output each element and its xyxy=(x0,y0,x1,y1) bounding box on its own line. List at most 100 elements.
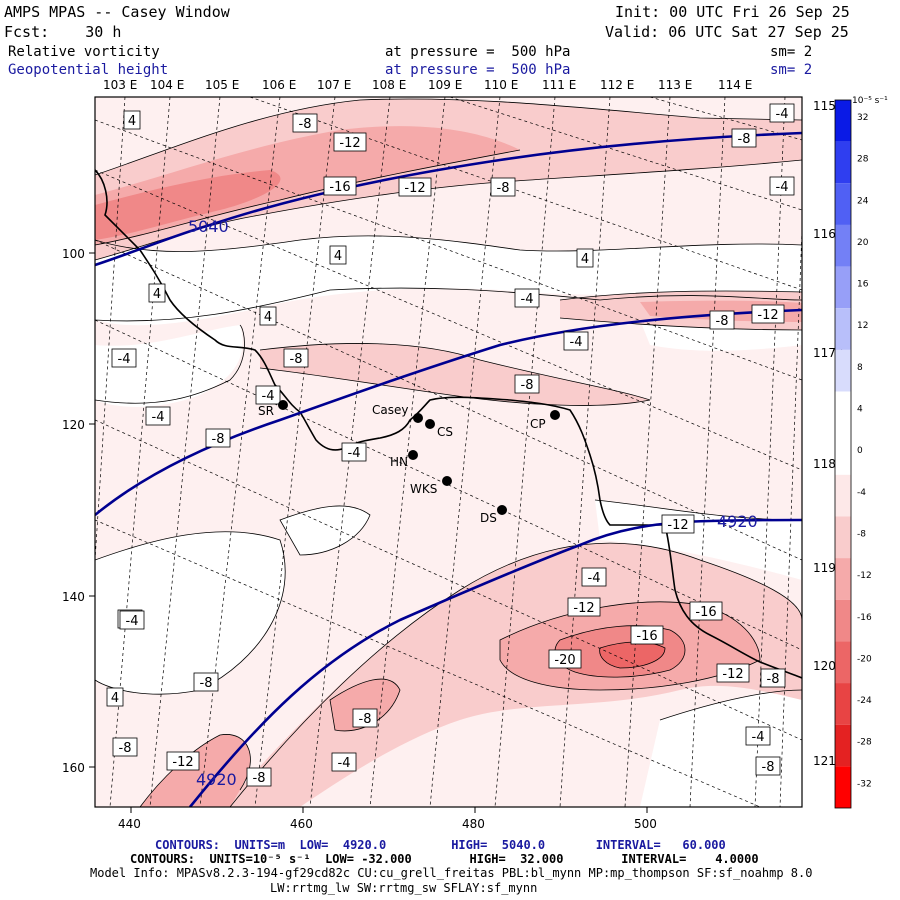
vorticity-label-box xyxy=(769,176,795,196)
station-dot-hn xyxy=(408,450,418,460)
south-band-max xyxy=(599,642,665,668)
vorticity-label-box xyxy=(769,103,795,123)
colorbar-tick: -16 xyxy=(857,613,872,623)
vorticity-label: -4 xyxy=(152,410,165,425)
top-lon-label: 110 E xyxy=(484,78,518,92)
vorticity-label: 4 xyxy=(334,249,342,264)
vorticity-label-box xyxy=(581,567,607,587)
field2-level: at pressure = 500 hPa xyxy=(385,62,571,78)
top-lon-label: 107 E xyxy=(317,78,351,92)
station-label-wks: WKS xyxy=(410,482,437,496)
station-label-casey: Casey xyxy=(372,403,408,417)
field1-level: at pressure = 500 hPa xyxy=(385,44,571,60)
vorticity-label-box xyxy=(119,610,145,630)
colorbar-unit: 10⁻⁵ s⁻¹ xyxy=(852,96,888,106)
axis-left: 100 120 140 160 xyxy=(62,247,95,775)
vorticity-label: -8 xyxy=(497,181,510,196)
vorticity-label-box xyxy=(148,283,166,303)
colorbar-tick: 8 xyxy=(857,363,863,373)
vorticity-label: 4 xyxy=(111,691,119,706)
contours-heights-info: CONTOURS: UNITS=m LOW= 4920.0 HIGH= 5040… xyxy=(155,838,726,852)
vorticity-label-box xyxy=(255,385,281,405)
vorticity-label: -4 xyxy=(776,107,789,122)
colorbar-swatch xyxy=(835,766,851,808)
vorticity-label-box xyxy=(323,176,357,196)
vorticity-label: -4 xyxy=(118,352,131,367)
vorticity-label: -8 xyxy=(738,132,751,147)
vorticity-label: -16 xyxy=(695,605,716,620)
top-lon-label: 111 E xyxy=(542,78,576,92)
vorticity-label-box xyxy=(731,128,757,148)
vorticity-label: -8 xyxy=(521,378,534,393)
vorticity-label: -12 xyxy=(667,518,688,533)
colorbar-swatch xyxy=(835,558,851,600)
top-lon-label: 108 E xyxy=(372,78,406,92)
vorticity-label: -12 xyxy=(722,667,743,682)
height-contour-4980 xyxy=(95,308,802,517)
colorbar-tick: -20 xyxy=(857,654,872,664)
zero-patch-center xyxy=(280,505,370,555)
top-lon-label: 103 E xyxy=(103,78,137,92)
colorbar-tick: 32 xyxy=(857,113,868,123)
vorticity-label-box xyxy=(259,306,277,326)
colorbar-swatch xyxy=(835,100,851,142)
vorticity-label: 4 xyxy=(153,287,161,302)
vorticity-label: -4 xyxy=(262,389,275,404)
southcentral-patch xyxy=(330,679,400,731)
vorticity-label: -4 xyxy=(588,571,601,586)
zero-patch-bottom-right xyxy=(640,690,802,807)
y-tick-120: 120 xyxy=(62,418,85,432)
vorticity-label-box xyxy=(745,726,771,746)
colorbar-swatch xyxy=(835,308,851,350)
colorbar-swatch xyxy=(835,183,851,225)
vorticity-labels: 4 -8 -12 -4 -8 -16 -12 -8 -4 4 4 -4 -8 -12 4 -4 -8 4 -4 -8 -… xyxy=(106,103,795,787)
vorticity-label-box xyxy=(630,625,664,645)
vorticity-label-box xyxy=(689,601,723,621)
vorticity-label: -12 xyxy=(339,136,360,151)
vorticity-label: -16 xyxy=(329,180,350,195)
top-lon-label: 105 E xyxy=(205,78,239,92)
colorbar-tick: -24 xyxy=(857,696,872,706)
vorticity-label: 4 xyxy=(581,252,589,267)
valid-time: Valid: 06 UTC Sat 27 Sep 25 xyxy=(605,23,849,41)
vorticity-contours xyxy=(95,98,802,807)
vorticity-label: -12 xyxy=(573,601,594,616)
model-info-line2: LW:rrtmg_lw SW:rrtmg_sw SFLAY:sf_mynn xyxy=(270,881,538,895)
vorticity-label-box xyxy=(548,649,582,669)
vorticity-label-box xyxy=(329,245,347,265)
vorticity-label-box xyxy=(755,756,781,776)
vorticity-label-box xyxy=(352,708,378,728)
vorticity-label-box xyxy=(112,737,138,757)
field1-name: Relative vorticity xyxy=(8,44,160,60)
coastline xyxy=(94,169,803,679)
height-contour-4920 xyxy=(188,518,802,807)
colorbar-swatch xyxy=(835,391,851,434)
vorticity-label: -4 xyxy=(126,614,139,629)
forecast-hour: Fcst: 30 h xyxy=(4,23,122,41)
station-dot-cs xyxy=(425,419,435,429)
station-label-cs: CS xyxy=(437,425,453,439)
station-label-cp: CP xyxy=(530,417,546,431)
height-label-4920-east: 4920 xyxy=(717,512,758,531)
axis-bottom: 440 460 480 500 xyxy=(118,807,657,831)
colorbar-tick: 12 xyxy=(857,321,868,331)
height-label-4920-south: 4920 xyxy=(196,770,237,789)
colorbar-swatch xyxy=(835,224,851,267)
top-lon-label: 104 E xyxy=(150,78,184,92)
init-time: Init: 00 UTC Fri 26 Sep 25 xyxy=(615,3,850,21)
vorticity-label: -8 xyxy=(200,676,213,691)
height-contours xyxy=(95,131,802,807)
vorticity-label-box xyxy=(111,348,137,368)
vorticity-label: -8 xyxy=(119,741,132,756)
vorticity-label: -8 xyxy=(290,352,303,367)
vorticity-label: -4 xyxy=(776,180,789,195)
colorbar-swatch xyxy=(835,516,851,559)
colorbar-swatch xyxy=(835,599,851,642)
vorticity-label: 4 xyxy=(128,114,136,129)
vorticity-label: -8 xyxy=(253,771,266,786)
vorticity-label: -8 xyxy=(212,432,225,447)
vorticity-label-box xyxy=(709,310,735,330)
colorbar-tick: -28 xyxy=(857,738,872,748)
top-lon-label: 106 E xyxy=(262,78,296,92)
station-dot-ds xyxy=(497,505,507,515)
